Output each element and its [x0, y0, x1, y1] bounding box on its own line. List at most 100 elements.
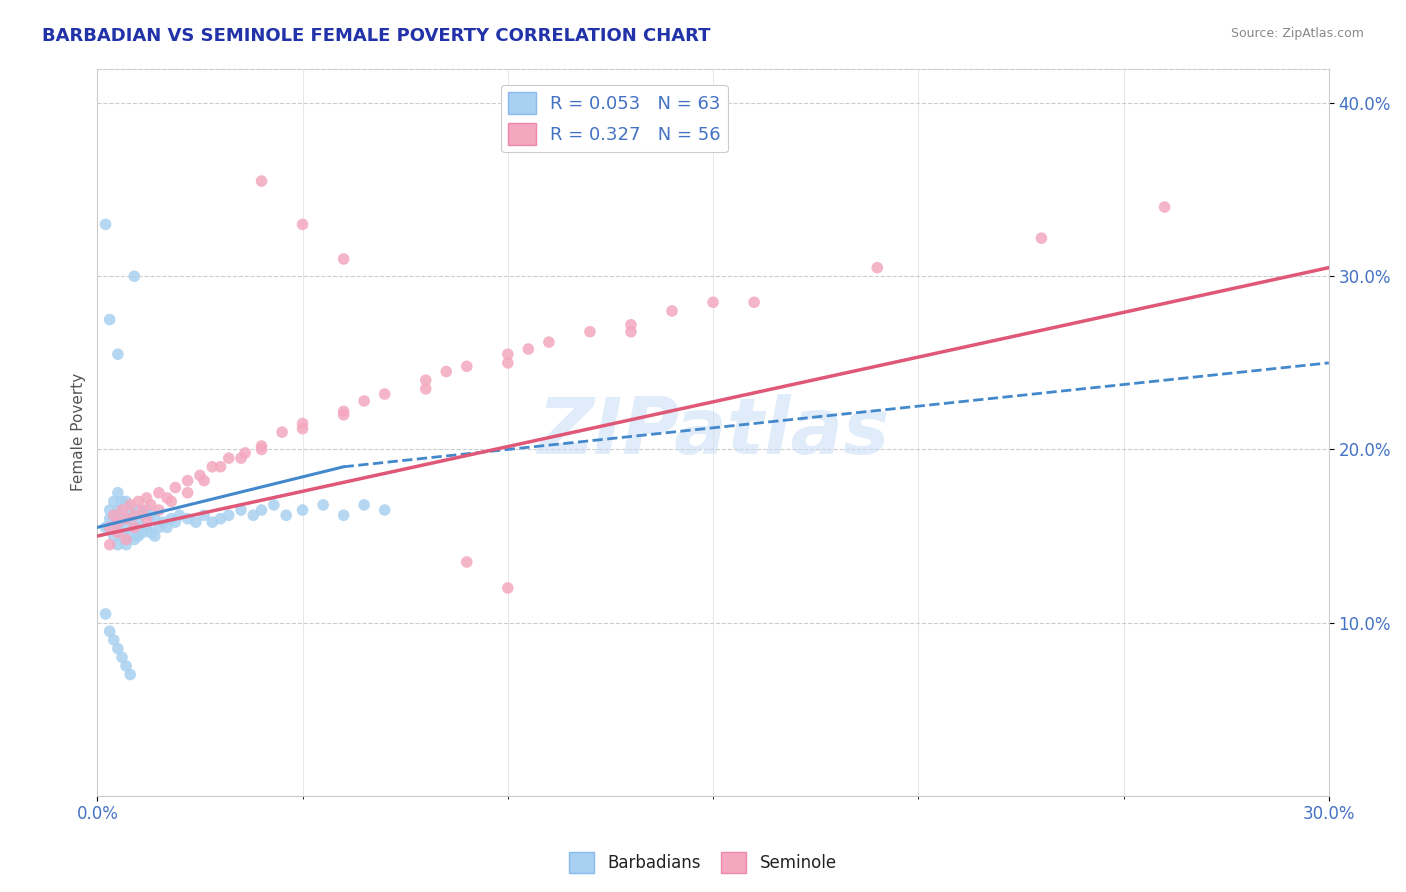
Point: [124, 508, 146, 523]
Point: [152, 515, 174, 529]
Point: [148, 485, 170, 500]
Point: [537, 335, 560, 350]
Point: [263, 498, 285, 512]
Point: [579, 325, 602, 339]
Point: [135, 491, 157, 505]
Point: [160, 512, 183, 526]
Point: [94, 520, 117, 534]
Point: [332, 508, 354, 523]
Point: [233, 446, 256, 460]
Point: [107, 485, 129, 500]
Point: [866, 260, 889, 275]
Point: [135, 503, 157, 517]
Point: [115, 533, 138, 547]
Point: [127, 515, 149, 529]
Point: [353, 498, 375, 512]
Point: [193, 474, 215, 488]
Point: [209, 512, 232, 526]
Point: [107, 520, 129, 534]
Point: [115, 659, 138, 673]
Point: [176, 474, 198, 488]
Point: [103, 632, 125, 647]
Point: [124, 520, 146, 534]
Point: [176, 512, 198, 526]
Point: [120, 512, 142, 526]
Point: [332, 252, 354, 266]
Point: [312, 498, 335, 512]
Point: [620, 318, 643, 332]
Point: [115, 512, 138, 526]
Point: [98, 312, 121, 326]
Point: [496, 581, 519, 595]
Point: [107, 503, 129, 517]
Point: [184, 515, 207, 529]
Point: [702, 295, 724, 310]
Point: [271, 425, 294, 439]
Point: [250, 174, 273, 188]
Point: [143, 529, 166, 543]
Point: [131, 508, 153, 523]
Text: Source: ZipAtlas.com: Source: ZipAtlas.com: [1230, 27, 1364, 40]
Point: [415, 373, 437, 387]
Point: [160, 494, 183, 508]
Point: [242, 508, 264, 523]
Point: [415, 382, 437, 396]
Point: [291, 218, 314, 232]
Point: [209, 459, 232, 474]
Point: [98, 520, 121, 534]
Text: ZIPatlas: ZIPatlas: [537, 394, 889, 470]
Point: [107, 515, 129, 529]
Point: [135, 520, 157, 534]
Y-axis label: Female Poverty: Female Poverty: [72, 373, 86, 491]
Point: [103, 508, 125, 523]
Point: [165, 481, 187, 495]
Point: [124, 508, 146, 523]
Point: [111, 494, 134, 508]
Point: [98, 624, 121, 639]
Point: [742, 295, 765, 310]
Point: [139, 525, 162, 540]
Point: [115, 520, 138, 534]
Point: [131, 503, 153, 517]
Point: [98, 503, 121, 517]
Point: [156, 520, 179, 534]
Point: [156, 491, 179, 505]
Point: [496, 347, 519, 361]
Point: [374, 503, 396, 517]
Point: [103, 512, 125, 526]
Point: [127, 503, 149, 517]
Point: [291, 422, 314, 436]
Point: [250, 503, 273, 517]
Point: [135, 512, 157, 526]
Point: [193, 508, 215, 523]
Point: [332, 404, 354, 418]
Text: BARBADIAN VS SEMINOLE FEMALE POVERTY CORRELATION CHART: BARBADIAN VS SEMINOLE FEMALE POVERTY COR…: [42, 27, 710, 45]
Point: [115, 538, 138, 552]
Point: [434, 365, 457, 379]
Point: [120, 503, 142, 517]
Point: [103, 494, 125, 508]
Point: [115, 512, 138, 526]
Point: [107, 538, 129, 552]
Point: [1153, 200, 1175, 214]
Point: [291, 503, 314, 517]
Legend: Barbadians, Seminole: Barbadians, Seminole: [562, 846, 844, 880]
Point: [456, 555, 478, 569]
Point: [98, 538, 121, 552]
Point: [218, 508, 240, 523]
Point: [148, 520, 170, 534]
Point: [176, 485, 198, 500]
Point: [661, 304, 683, 318]
Point: [169, 508, 191, 523]
Point: [107, 347, 129, 361]
Point: [188, 468, 211, 483]
Point: [120, 667, 142, 681]
Point: [1031, 231, 1053, 245]
Point: [517, 342, 540, 356]
Point: [201, 459, 224, 474]
Point: [620, 325, 643, 339]
Point: [143, 512, 166, 526]
Point: [107, 641, 129, 656]
Point: [107, 525, 129, 540]
Point: [250, 439, 273, 453]
